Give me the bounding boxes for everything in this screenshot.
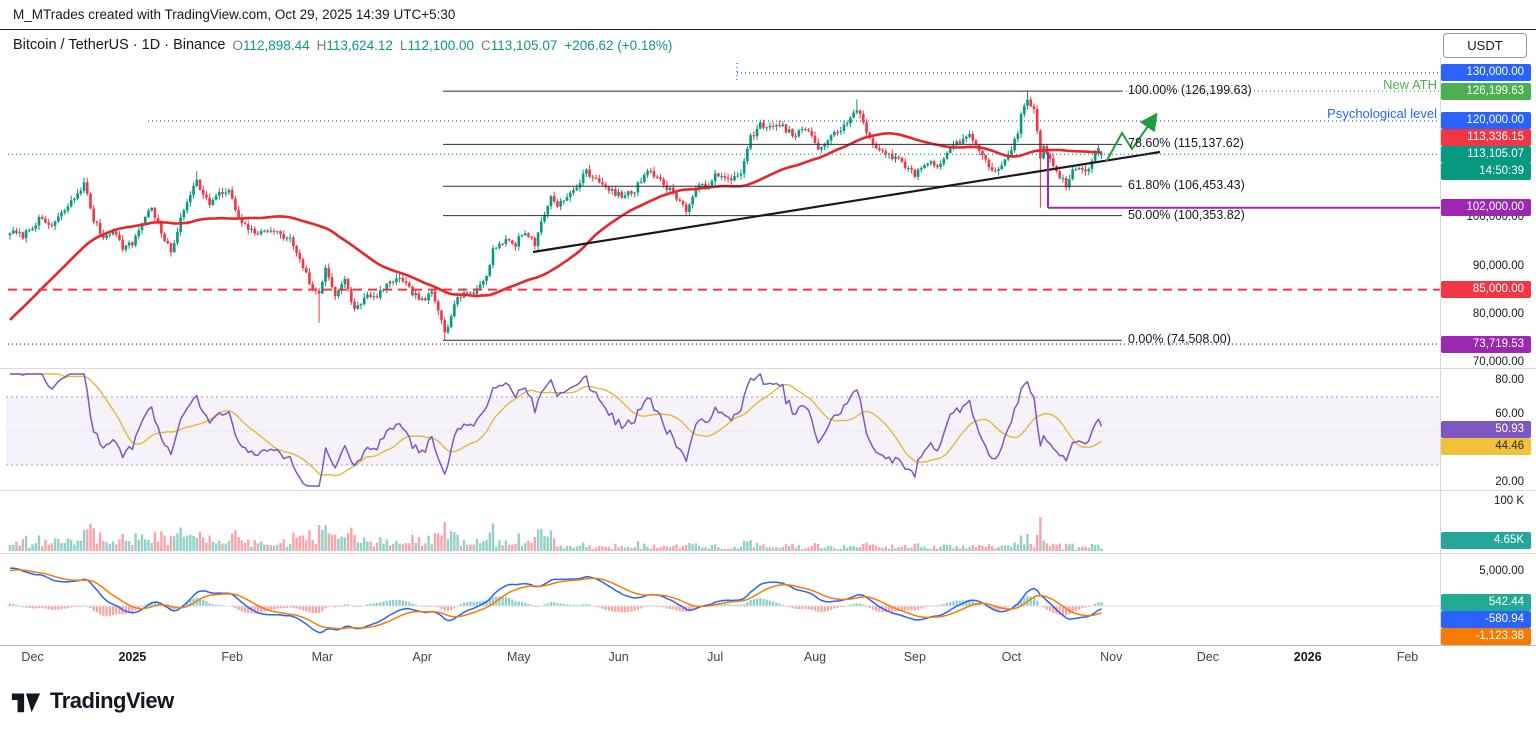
volume-pane[interactable]: [8, 517, 1103, 551]
rsi-axis-badge: 50.93: [1441, 420, 1531, 438]
price-axis-badge: 73,719.53: [1441, 335, 1531, 353]
price-axis-label: 80,000.00: [1472, 307, 1524, 320]
price-change: +206.62 (+0.18%): [564, 37, 673, 53]
price-axis-badge: 130,000.00: [1441, 64, 1531, 82]
volume-axis-badge: 4.65K: [1441, 531, 1531, 549]
rsi-axis-badge: 44.46: [1441, 437, 1531, 455]
time-axis-label: Nov: [1100, 650, 1123, 664]
credit-text: M_MTrades created with TradingView.com, …: [13, 7, 456, 22]
price-axis-badge: 120,000.00: [1441, 111, 1531, 129]
macd-line: [9, 567, 1102, 634]
macd-axis-badge: -580.94: [1441, 610, 1531, 628]
time-axis-label: Jul: [707, 650, 724, 664]
ohlc-readout: O112,898.44 H113,624.12 L112,100.00 C113…: [233, 38, 558, 53]
price-axis-badge: 113,105.07: [1441, 145, 1531, 163]
time-axis-label: Dec: [21, 650, 44, 664]
rsi-pane[interactable]: [6, 373, 1440, 487]
time-axis-label: Apr: [412, 650, 432, 664]
ma-line: [9, 132, 1102, 321]
rsi-axis-label: 60.00: [1495, 408, 1524, 420]
open-value: 112,898.44: [243, 37, 310, 53]
up-arrow-annotation: [1105, 112, 1158, 163]
symbol-bar: Bitcoin / TetherUS · 1D · Binance O112,8…: [0, 31, 672, 59]
price-axis-label: 90,000.00: [1472, 259, 1524, 272]
trendline-drawing: [532, 150, 1161, 254]
time-axis-label: Jun: [608, 650, 629, 664]
price-axis-badge: 102,000.00: [1441, 199, 1531, 217]
volume-axis-label: 100 K: [1493, 495, 1524, 507]
time-axis-label: Feb: [221, 650, 243, 664]
rsi-line: [10, 373, 1103, 487]
rsi-axis-label: 20.00: [1495, 476, 1524, 488]
price-axis-badge: 85,000.00: [1441, 281, 1531, 299]
time-axis-label: May: [506, 650, 531, 664]
time-axis-label: Mar: [311, 650, 334, 664]
macd-pane[interactable]: [6, 567, 1440, 634]
high-label: H: [316, 37, 327, 53]
time-axis-label: Dec: [1196, 650, 1219, 664]
price-axis-label: 70,000.00: [1472, 355, 1524, 368]
price-pane[interactable]: [8, 63, 1440, 345]
footer: TradingView: [0, 668, 1536, 734]
macd-axis-badge: -1,123.38: [1441, 627, 1531, 645]
time-axis-label: Oct: [1001, 650, 1022, 664]
tradingview-logo-text: TradingView: [50, 688, 174, 713]
countdown-badge: 14:50:39: [1441, 162, 1531, 180]
currency-toggle-button[interactable]: USDT: [1443, 33, 1527, 58]
price-axis[interactable]: 100,000.00 90,000.00 80,000.00 70,000.00 130…: [1440, 58, 1536, 648]
macd-signal-line: [9, 569, 1102, 630]
time-axis-label: 2025: [118, 650, 147, 664]
pane-separators: [0, 58, 1536, 646]
tradingview-logo-icon: [11, 693, 41, 713]
close-label: C: [481, 37, 491, 53]
credit-bar: M_MTrades created with TradingView.com, …: [0, 0, 1536, 30]
high-value: 113,624.12: [326, 37, 393, 53]
price-axis-badge: 113,336.15: [1441, 128, 1531, 146]
open-label: O: [232, 37, 244, 53]
price-axis-badge: 126,199.63: [1441, 82, 1531, 100]
macd-axis-badge: 542.44: [1441, 593, 1531, 611]
time-axis-label: Sep: [903, 650, 926, 664]
low-value: 112,100.00: [407, 37, 475, 53]
annotation-psychological-level: Psychological level: [1327, 106, 1437, 121]
macd-axis-label: 5,000.00: [1479, 565, 1524, 578]
time-axis-label: Feb: [1396, 650, 1419, 664]
time-axis-label: 2026: [1293, 650, 1322, 664]
rsi-axis-label: 80.00: [1495, 374, 1524, 386]
low-label: L: [399, 37, 408, 53]
close-value: 113,105.07: [490, 37, 558, 53]
time-axis-label: Aug: [803, 650, 827, 664]
annotation-new-ath: New ATH: [1383, 77, 1437, 92]
symbol-title[interactable]: Bitcoin / TetherUS · 1D · Binance: [13, 37, 226, 53]
time-axis[interactable]: Dec 2025 Feb Mar Apr May Jun Jul Aug Sep Oct Nov Dec…: [0, 646, 1440, 668]
